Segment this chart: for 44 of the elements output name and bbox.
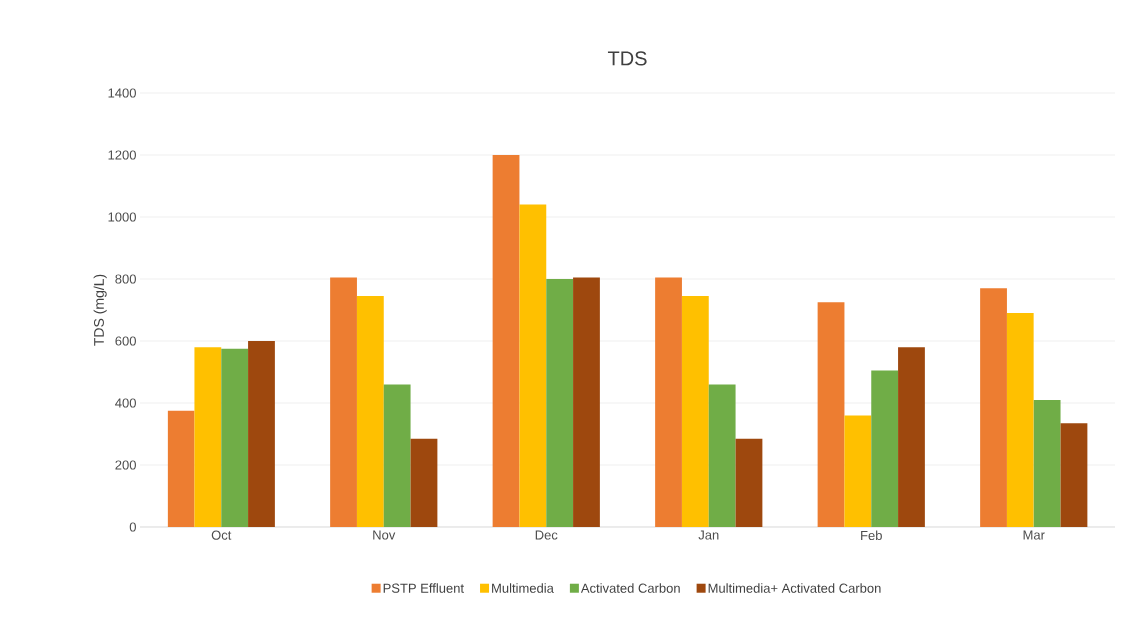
bar bbox=[980, 288, 1007, 527]
bar bbox=[194, 347, 222, 527]
y-axis-title: TDS (mg/L) bbox=[93, 274, 107, 346]
y-tick-label: 1000 bbox=[108, 212, 136, 222]
y-tick-label: 600 bbox=[115, 336, 136, 346]
bar bbox=[871, 370, 899, 527]
bar bbox=[1033, 399, 1061, 527]
legend-label: Multimedia bbox=[492, 583, 554, 593]
bar bbox=[655, 277, 682, 527]
y-tick-label: 1400 bbox=[108, 88, 136, 98]
bar bbox=[546, 278, 574, 527]
y-tick-label: 1200 bbox=[108, 150, 136, 160]
bar bbox=[817, 302, 845, 527]
legend-label: Activated Carbon bbox=[580, 583, 680, 593]
bar bbox=[330, 277, 357, 527]
bar bbox=[1060, 423, 1088, 527]
legend-label: Multimedia+ Activated Carbon bbox=[708, 583, 881, 593]
x-tick-label: Jan bbox=[698, 530, 719, 540]
bar bbox=[356, 296, 384, 527]
bar bbox=[221, 348, 249, 527]
bar bbox=[573, 277, 600, 527]
y-tick-label: 400 bbox=[115, 398, 136, 408]
x-tick-label: Nov bbox=[373, 530, 396, 540]
x-tick-label: Oct bbox=[211, 530, 232, 540]
bar bbox=[167, 410, 195, 527]
y-tick-label: 0 bbox=[129, 522, 136, 532]
bar bbox=[519, 204, 547, 527]
y-tick-label: 200 bbox=[115, 460, 136, 470]
bar bbox=[492, 154, 520, 527]
legend-label: PSTP Effluent bbox=[383, 583, 464, 593]
bar bbox=[708, 384, 736, 527]
x-tick-label: Dec bbox=[535, 530, 558, 540]
y-tick-label: 800 bbox=[115, 274, 136, 284]
bar bbox=[383, 384, 411, 527]
x-tick-label: Feb bbox=[861, 530, 882, 541]
bar bbox=[248, 340, 275, 527]
chart-title: TDS bbox=[607, 51, 647, 66]
bar bbox=[844, 415, 872, 527]
bar bbox=[1006, 313, 1034, 527]
bar bbox=[735, 438, 763, 527]
x-tick-label: Mar bbox=[1023, 530, 1045, 540]
bar bbox=[898, 347, 925, 527]
bar bbox=[681, 296, 709, 527]
bar bbox=[410, 438, 438, 527]
